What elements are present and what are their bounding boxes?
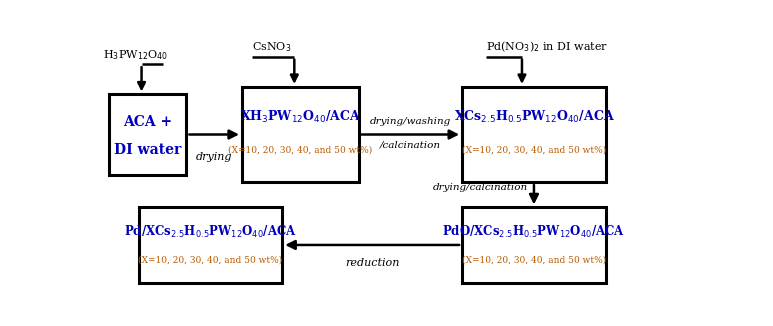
Text: XH$_3$PW$_{12}$O$_{40}$/ACA: XH$_3$PW$_{12}$O$_{40}$/ACA <box>240 109 361 125</box>
Text: DI water: DI water <box>114 142 181 156</box>
Text: XCs$_{2.5}$H$_{0.5}$PW$_{12}$O$_{40}$/ACA: XCs$_{2.5}$H$_{0.5}$PW$_{12}$O$_{40}$/AC… <box>454 109 615 125</box>
Bar <box>462 207 606 283</box>
Text: Pd(NO$_3$)$_2$ in DI water: Pd(NO$_3$)$_2$ in DI water <box>486 39 608 54</box>
Text: CsNO$_3$: CsNO$_3$ <box>253 40 292 54</box>
Bar <box>242 87 359 182</box>
Text: (X=10, 20, 30, 40, and 50 wt%): (X=10, 20, 30, 40, and 50 wt%) <box>138 256 283 264</box>
Text: drying: drying <box>196 152 233 162</box>
Text: ACA +: ACA + <box>123 115 172 129</box>
Text: drying/washing: drying/washing <box>369 117 451 126</box>
Bar <box>138 207 282 283</box>
Text: /calcination: /calcination <box>380 140 441 149</box>
Text: H$_3$PW$_{12}$O$_{40}$: H$_3$PW$_{12}$O$_{40}$ <box>103 48 168 62</box>
Bar <box>108 94 186 175</box>
Text: (X=10, 20, 30, 40, and 50 wt%): (X=10, 20, 30, 40, and 50 wt%) <box>461 256 606 264</box>
Bar <box>462 87 606 182</box>
Text: (X=10, 20, 30, 40, and 50 wt%): (X=10, 20, 30, 40, and 50 wt%) <box>461 145 606 154</box>
Text: (X=10, 20, 30, 40, and 50 wt%): (X=10, 20, 30, 40, and 50 wt%) <box>228 145 373 154</box>
Text: drying/calcination: drying/calcination <box>433 183 528 192</box>
Text: PdO/XCs$_{2.5}$H$_{0.5}$PW$_{12}$O$_{40}$/ACA: PdO/XCs$_{2.5}$H$_{0.5}$PW$_{12}$O$_{40}… <box>442 224 625 241</box>
Text: reduction: reduction <box>345 258 400 268</box>
Text: Pd/XCs$_{2.5}$H$_{0.5}$PW$_{12}$O$_{40}$/ACA: Pd/XCs$_{2.5}$H$_{0.5}$PW$_{12}$O$_{40}$… <box>124 224 297 241</box>
